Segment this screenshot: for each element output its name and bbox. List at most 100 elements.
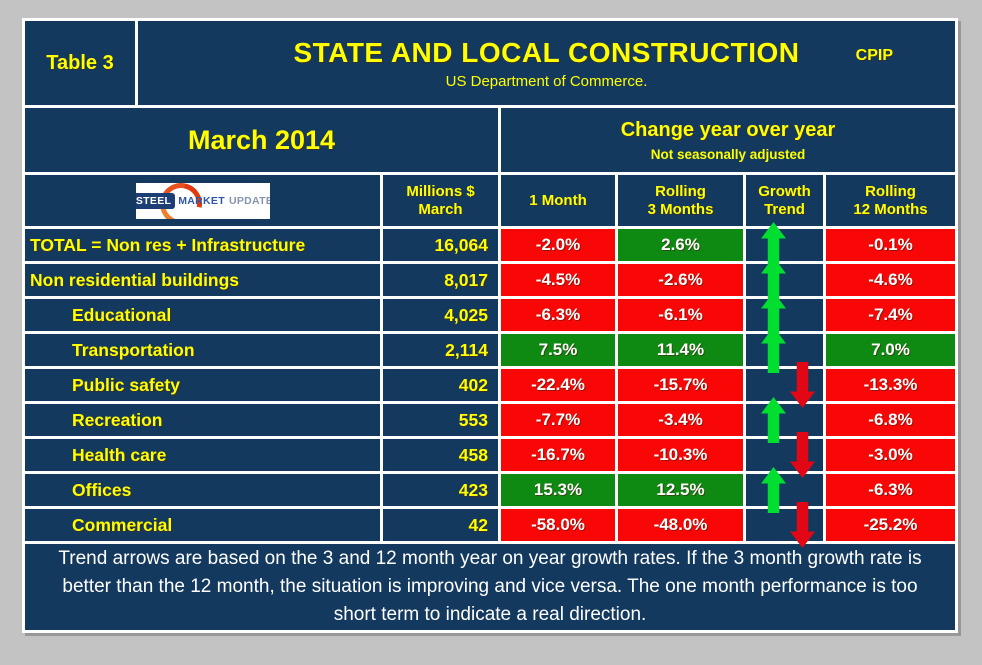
category-label-cell: Offices <box>25 474 380 506</box>
column-header-rolling12-line2: 12 Months <box>853 200 928 218</box>
table-row: Transportation 2,114 7.5% 11.4% 7.0% <box>25 327 955 373</box>
growth-trend-cell <box>746 467 823 513</box>
column-header-row: STEEL MARKET UPDATE Millions $ March 1 M… <box>25 175 955 226</box>
column-header-growth-trend: Growth Trend <box>746 175 823 226</box>
table-number-cell: Table 3 <box>25 21 135 105</box>
growth-trend-cell <box>746 292 823 338</box>
category-label: TOTAL = Non res + Infrastructure <box>30 234 306 255</box>
table-row: Public safety 402 -22.4% -15.7% -13.3% <box>25 362 955 408</box>
one-month-pct-cell: 15.3% <box>501 474 615 506</box>
growth-trend-cell <box>746 362 823 408</box>
table-row: Educational 4,025 -6.3% -6.1% -7.4% <box>25 292 955 338</box>
millions-value-cell: 423 <box>383 474 498 506</box>
rolling-3-months-pct-cell: 12.5% <box>618 474 743 506</box>
table-row: Offices 423 15.3% 12.5% -6.3% <box>25 467 955 513</box>
table-number-label: Table 3 <box>46 51 114 74</box>
table-row: Recreation 553 -7.7% -3.4% -6.8% <box>25 397 955 443</box>
category-label-cell: Transportation <box>25 334 380 366</box>
logo-market-text: MARKET <box>178 194 225 207</box>
header-row: Table 3 STATE AND LOCAL CONSTRUCTION CPI… <box>25 21 955 105</box>
rolling-12-months-pct-cell: -25.2% <box>826 509 955 541</box>
logo-steel-text: STEEL <box>135 192 176 209</box>
growth-trend-cell <box>746 257 823 303</box>
rolling-12-months-pct-cell: -7.4% <box>826 299 955 331</box>
one-month-pct-cell: 7.5% <box>501 334 615 366</box>
millions-value-cell: 8,017 <box>383 264 498 296</box>
category-label-cell: Non residential buildings <box>25 264 380 296</box>
column-header-rolling3-line2: 3 Months <box>647 200 714 218</box>
growth-trend-cell <box>746 432 823 478</box>
column-header-rolling-3-months: Rolling 3 Months <box>618 175 743 226</box>
one-month-pct-cell: -2.0% <box>501 229 615 261</box>
category-label: Transportation <box>72 339 195 360</box>
trend-arrow-icon <box>761 327 786 373</box>
table-body: TOTAL = Non res + Infrastructure 16,064 … <box>25 222 955 548</box>
category-label-cell: Recreation <box>25 404 380 436</box>
rolling-12-months-pct-cell: -4.6% <box>826 264 955 296</box>
rolling-3-months-pct-cell: -10.3% <box>618 439 743 471</box>
table-row: Health care 458 -16.7% -10.3% -3.0% <box>25 432 955 478</box>
category-label: Commercial <box>72 514 173 535</box>
column-header-growth-line2: Trend <box>764 200 805 218</box>
category-label-cell: Commercial <box>25 509 380 541</box>
change-header: Change year over year <box>620 118 836 141</box>
category-label: Public safety <box>72 374 180 395</box>
rolling-3-months-pct-cell: -2.6% <box>618 264 743 296</box>
rolling-3-months-pct-cell: -15.7% <box>618 369 743 401</box>
growth-trend-cell <box>746 397 823 443</box>
trend-arrow-icon <box>790 502 815 548</box>
category-label-cell: TOTAL = Non res + Infrastructure <box>25 229 380 261</box>
growth-trend-cell <box>746 222 823 268</box>
period-label: March 2014 <box>25 108 498 172</box>
trend-arrows-footnote: Trend arrows are based on the 3 and 12 m… <box>25 544 955 630</box>
page-title: STATE AND LOCAL CONSTRUCTION <box>293 36 800 68</box>
rolling-12-months-pct-cell: -13.3% <box>826 369 955 401</box>
one-month-pct-cell: -7.7% <box>501 404 615 436</box>
construction-data-table: Table 3 STATE AND LOCAL CONSTRUCTION CPI… <box>22 18 958 633</box>
millions-value-cell: 16,064 <box>383 229 498 261</box>
millions-value-cell: 2,114 <box>383 334 498 366</box>
category-label: Recreation <box>72 409 163 430</box>
rolling-3-months-pct-cell: -6.1% <box>618 299 743 331</box>
category-label-cell: Educational <box>25 299 380 331</box>
change-subheader: Not seasonally adjusted <box>650 146 806 162</box>
rolling-12-months-pct-cell: -6.8% <box>826 404 955 436</box>
column-header-1-month-label: 1 Month <box>529 191 587 209</box>
millions-value-cell: 458 <box>383 439 498 471</box>
table-row: Non residential buildings 8,017 -4.5% -2… <box>25 257 955 303</box>
column-header-millions-line1: Millions $ <box>406 182 475 200</box>
steel-market-update-logo: STEEL MARKET UPDATE <box>135 182 270 219</box>
one-month-pct-cell: -58.0% <box>501 509 615 541</box>
trend-arrow-icon <box>761 397 786 443</box>
column-header-1-month: 1 Month <box>501 175 615 226</box>
period-row: March 2014 Change year over year Not sea… <box>25 108 955 172</box>
table-row: Commercial 42 -58.0% -48.0% -25.2% <box>25 502 955 548</box>
growth-trend-cell <box>746 502 823 548</box>
change-header-cell: Change year over year Not seasonally adj… <box>501 108 955 172</box>
growth-trend-cell <box>746 327 823 373</box>
title-cell: STATE AND LOCAL CONSTRUCTION CPIP US Dep… <box>138 21 955 105</box>
page-subtitle: US Department of Commerce. <box>445 72 648 90</box>
logo-update-text: UPDATE <box>228 194 270 207</box>
category-label: Offices <box>72 479 132 500</box>
title-suffix: CPIP <box>855 47 893 64</box>
rolling-3-months-pct-cell: -48.0% <box>618 509 743 541</box>
rolling-12-months-pct-cell: -3.0% <box>826 439 955 471</box>
trend-arrow-icon <box>761 467 786 513</box>
millions-value-cell: 402 <box>383 369 498 401</box>
rolling-12-months-pct-cell: -0.1% <box>826 229 955 261</box>
rolling-3-months-pct-cell: 11.4% <box>618 334 743 366</box>
table-row: TOTAL = Non res + Infrastructure 16,064 … <box>25 222 955 268</box>
title-line: STATE AND LOCAL CONSTRUCTION <box>293 37 799 69</box>
rolling-12-months-pct-cell: -6.3% <box>826 474 955 506</box>
column-header-rolling-12-months: Rolling 12 Months <box>826 175 955 226</box>
column-header-millions-line2: March <box>418 200 463 218</box>
column-header-growth-line1: Growth <box>758 182 811 200</box>
millions-value-cell: 4,025 <box>383 299 498 331</box>
rolling-12-months-pct-cell: 7.0% <box>826 334 955 366</box>
category-label: Health care <box>72 444 167 465</box>
one-month-pct-cell: -4.5% <box>501 264 615 296</box>
category-label: Educational <box>72 304 172 325</box>
one-month-pct-cell: -6.3% <box>501 299 615 331</box>
column-header-rolling3-line1: Rolling <box>655 182 706 200</box>
